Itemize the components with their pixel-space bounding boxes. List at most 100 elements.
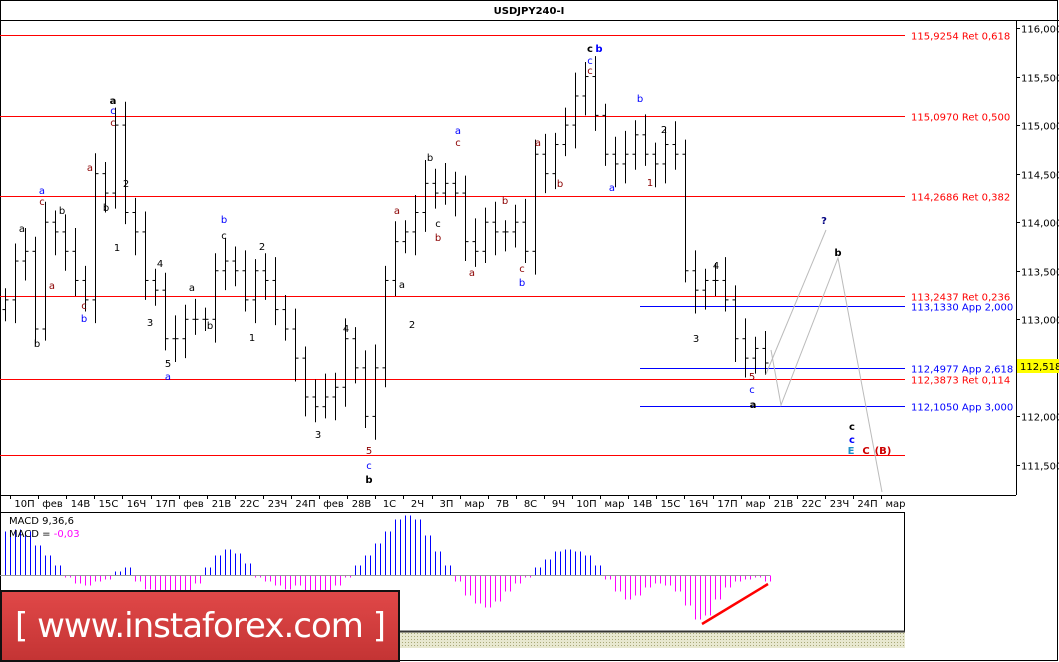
wave-label: c bbox=[435, 219, 441, 230]
price-bar bbox=[482, 207, 489, 263]
price-bar bbox=[112, 107, 119, 209]
x-tick-label: мар bbox=[464, 499, 484, 510]
price-bar bbox=[732, 285, 739, 363]
x-tick-label: фев bbox=[183, 499, 204, 510]
price-bar bbox=[152, 268, 159, 306]
macd-value-readout: MACD = -0,03 bbox=[9, 529, 80, 540]
wave-label: 1 bbox=[647, 178, 653, 189]
price-bar bbox=[422, 160, 429, 232]
wave-label: 1 bbox=[249, 333, 255, 344]
x-tick-label: мар bbox=[745, 499, 765, 510]
wave-label: c bbox=[519, 264, 525, 275]
wave-label: b bbox=[637, 94, 643, 105]
price-bar bbox=[752, 336, 759, 374]
x-tick-label: мар bbox=[604, 499, 624, 510]
price-bar bbox=[72, 228, 79, 296]
price-bar bbox=[262, 253, 269, 300]
price-bar bbox=[272, 257, 279, 326]
y-tick-label: 115,500 bbox=[1021, 74, 1059, 85]
fib-level-label: 115,9254 Ret 0,618 bbox=[911, 32, 1010, 43]
price-bar bbox=[672, 121, 679, 170]
wave-label: b bbox=[59, 206, 65, 217]
price-bar bbox=[102, 161, 109, 213]
wave-label: c bbox=[81, 301, 87, 312]
wave-label: c bbox=[366, 461, 372, 472]
wave-label: b bbox=[834, 248, 841, 259]
wave-label: 4 bbox=[713, 261, 719, 272]
wave-label: c bbox=[749, 385, 755, 396]
wave-label: 3 bbox=[147, 318, 153, 329]
wave-label: ? bbox=[821, 216, 827, 227]
wave-label: c bbox=[221, 231, 227, 242]
x-tick-label: 22С bbox=[802, 499, 822, 510]
price-bar bbox=[92, 153, 99, 324]
forecast-path bbox=[765, 229, 827, 375]
wave-label: b bbox=[557, 179, 563, 190]
price-bar bbox=[32, 236, 39, 345]
price-bar bbox=[632, 120, 639, 170]
price-bar bbox=[62, 214, 69, 271]
x-tick-label: фев bbox=[323, 499, 344, 510]
wave-label: C bbox=[862, 446, 869, 457]
price-bar bbox=[22, 228, 29, 281]
wave-label: a bbox=[110, 96, 117, 107]
wave-label: a bbox=[399, 280, 405, 291]
wave-label: b bbox=[427, 153, 433, 164]
x-tick-label: 16Ч bbox=[689, 499, 709, 510]
x-tick-label: фев bbox=[42, 499, 63, 510]
wave-label: a bbox=[609, 183, 615, 194]
chart-title: USDJPY240-I bbox=[494, 6, 565, 17]
wave-label: 1 bbox=[114, 243, 120, 254]
price-bar bbox=[142, 211, 149, 300]
x-tick-label: 23Ч bbox=[268, 499, 288, 510]
x-tick-label: 14В bbox=[633, 499, 653, 510]
wave-label: b bbox=[435, 233, 441, 244]
price-bar bbox=[722, 257, 729, 312]
x-tick-label: 21В bbox=[212, 499, 232, 510]
wave-label: E bbox=[848, 446, 855, 457]
wave-label: c bbox=[587, 44, 593, 55]
price-bar bbox=[332, 372, 339, 421]
wave-label: a bbox=[535, 138, 541, 149]
fib-level-label: 112,1050 App 3,000 bbox=[911, 403, 1013, 414]
wave-label: a bbox=[19, 224, 25, 235]
wave-label: a bbox=[750, 400, 757, 411]
x-tick-label: 15С bbox=[661, 499, 681, 510]
wave-label: b bbox=[207, 321, 213, 332]
wave-label: 3 bbox=[315, 430, 321, 441]
y-tick-label: 112,000 bbox=[1021, 413, 1059, 424]
price-bar bbox=[702, 268, 709, 310]
price-bar bbox=[592, 56, 599, 131]
price-bar bbox=[172, 315, 179, 363]
price-bar bbox=[442, 162, 449, 205]
wave-label: (B) bbox=[875, 446, 892, 457]
price-bar bbox=[602, 103, 609, 166]
wave-label: c bbox=[849, 422, 855, 433]
wave-label: b bbox=[81, 314, 87, 325]
wave-label: c bbox=[39, 197, 45, 208]
price-bar bbox=[532, 139, 539, 275]
y-tick-label: 116,000 bbox=[1021, 25, 1059, 36]
wave-label: b bbox=[595, 44, 602, 55]
price-bar bbox=[212, 253, 219, 343]
wave-label: a bbox=[394, 206, 400, 217]
wave-label: b bbox=[103, 203, 109, 214]
price-bar bbox=[562, 107, 569, 157]
scroll-strip bbox=[398, 632, 905, 648]
wave-label: 2 bbox=[409, 320, 415, 331]
wave-label: 3 bbox=[693, 334, 699, 345]
wave-label: 2 bbox=[123, 179, 129, 190]
wave-label: 2 bbox=[259, 242, 265, 253]
wave-label: c bbox=[849, 435, 855, 446]
x-tick-label: 7В bbox=[496, 499, 509, 510]
price-bar bbox=[132, 197, 139, 256]
price-bar bbox=[322, 373, 329, 419]
price-bar bbox=[432, 168, 439, 209]
wave-label: 4 bbox=[157, 259, 163, 270]
price-bar bbox=[2, 288, 9, 322]
y-tick-label: 115,000 bbox=[1021, 122, 1059, 133]
wave-label: a bbox=[455, 126, 461, 137]
price-bar bbox=[552, 132, 559, 190]
current-price-marker bbox=[1017, 359, 1059, 373]
price-bar bbox=[232, 246, 239, 287]
